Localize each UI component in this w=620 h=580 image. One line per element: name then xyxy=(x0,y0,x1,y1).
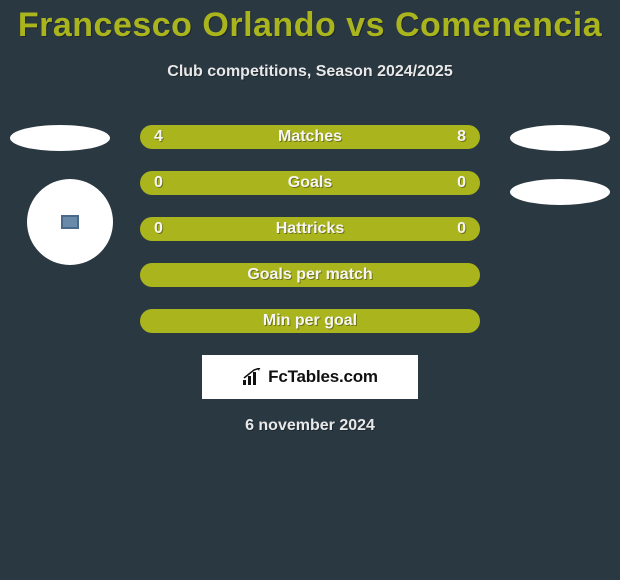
stat-row-hattricks: 0 Hattricks 0 xyxy=(140,217,480,241)
stat-label: Hattricks xyxy=(276,220,344,238)
stat-row-gpm: Goals per match xyxy=(140,263,480,287)
comparison-content: 4 Matches 8 0 Goals 0 0 Hattricks 0 Goal… xyxy=(0,125,620,435)
stat-label: Min per goal xyxy=(263,312,357,330)
stat-label: Matches xyxy=(278,128,342,146)
stat-left-value: 0 xyxy=(154,220,163,238)
stat-left-value: 0 xyxy=(154,174,163,192)
stat-row-mpg: Min per goal xyxy=(140,309,480,333)
stat-left-value: 4 xyxy=(154,128,163,146)
stat-right-value: 0 xyxy=(457,174,466,192)
page-title: Francesco Orlando vs Comenencia xyxy=(0,0,620,45)
stat-row-matches: 4 Matches 8 xyxy=(140,125,480,149)
player1-avatar xyxy=(27,179,113,265)
stat-label: Goals per match xyxy=(247,266,372,284)
page-subtitle: Club competitions, Season 2024/2025 xyxy=(0,63,620,81)
logo-text: FcTables.com xyxy=(268,367,378,387)
stats-bars: 4 Matches 8 0 Goals 0 0 Hattricks 0 Goal… xyxy=(140,125,480,333)
stat-right-value: 8 xyxy=(457,128,466,146)
date-text: 6 november 2024 xyxy=(0,417,620,435)
player2-avatar-top xyxy=(510,125,610,151)
placeholder-icon xyxy=(61,215,79,229)
chart-icon xyxy=(242,368,264,386)
stat-row-goals: 0 Goals 0 xyxy=(140,171,480,195)
stat-right-value: 0 xyxy=(457,220,466,238)
stat-label: Goals xyxy=(288,174,332,192)
player2-avatar xyxy=(510,179,610,205)
logo-box: FcTables.com xyxy=(202,355,418,399)
player1-avatar-top xyxy=(10,125,110,151)
